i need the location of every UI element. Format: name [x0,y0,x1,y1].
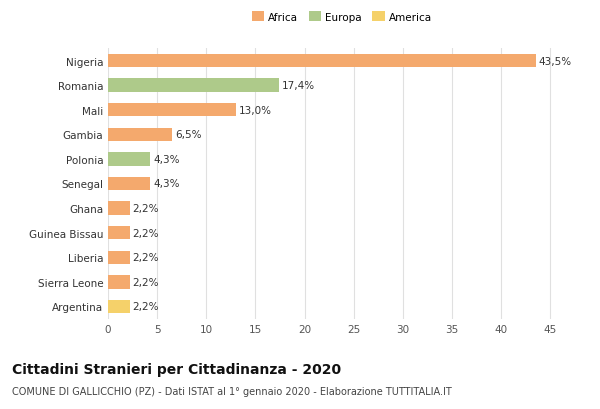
Bar [108,128,172,142]
Bar [108,251,130,265]
Bar [108,276,130,289]
Text: Cittadini Stranieri per Cittadinanza - 2020: Cittadini Stranieri per Cittadinanza - 2… [12,362,341,376]
Bar [108,300,130,314]
Text: COMUNE DI GALLICCHIO (PZ) - Dati ISTAT al 1° gennaio 2020 - Elaborazione TUTTITA: COMUNE DI GALLICCHIO (PZ) - Dati ISTAT a… [12,387,452,396]
Text: 43,5%: 43,5% [539,56,572,66]
Bar [108,103,236,117]
Bar [108,202,130,215]
Bar [108,54,536,68]
Text: 2,2%: 2,2% [133,253,159,263]
Text: 2,2%: 2,2% [133,204,159,213]
Text: 6,5%: 6,5% [175,130,202,140]
Text: 4,3%: 4,3% [153,179,180,189]
Text: 2,2%: 2,2% [133,277,159,287]
Bar [108,79,279,93]
Text: 17,4%: 17,4% [282,81,315,91]
Text: 4,3%: 4,3% [153,155,180,164]
Text: 2,2%: 2,2% [133,302,159,312]
Legend: Africa, Europa, America: Africa, Europa, America [248,9,436,26]
Text: 2,2%: 2,2% [133,228,159,238]
Bar [108,177,150,191]
Bar [108,226,130,240]
Text: 13,0%: 13,0% [239,106,272,115]
Bar [108,153,150,166]
